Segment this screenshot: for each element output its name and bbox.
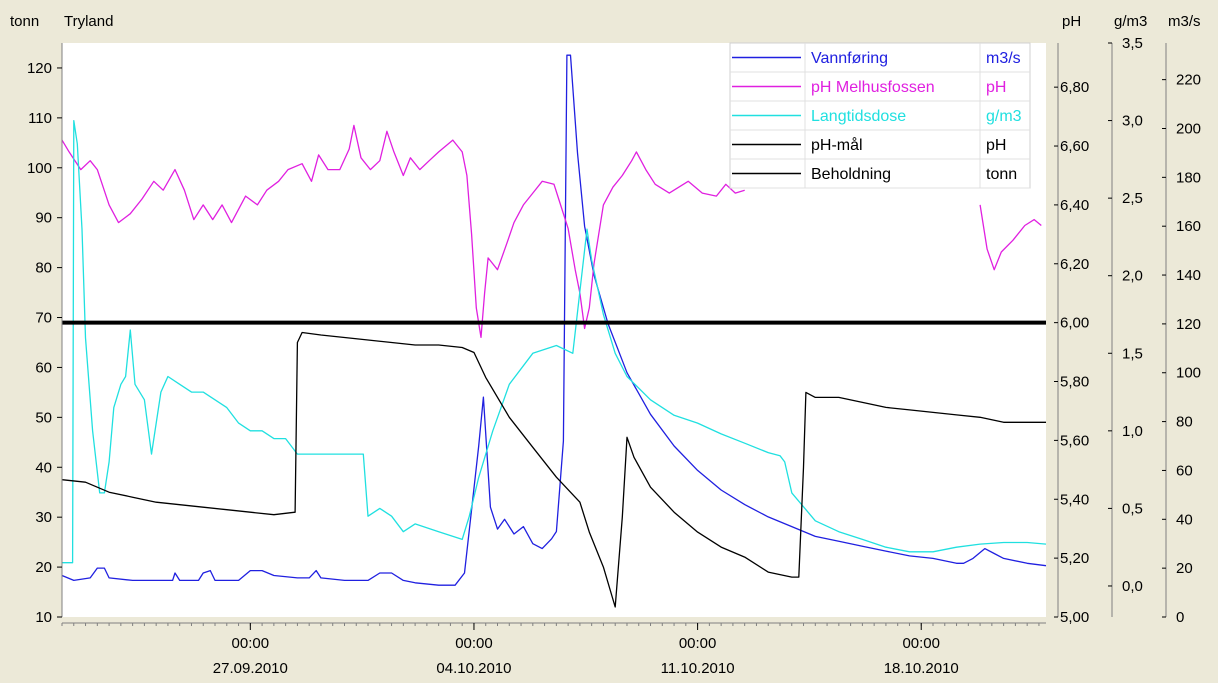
m3s-tick-label: 20 [1176,560,1193,577]
m3s-tick-label: 160 [1176,218,1201,235]
ph-tick-label: 5,60 [1060,432,1089,449]
ph-tick-label: 5,40 [1060,491,1089,508]
gm3-tick-label: 2,5 [1122,190,1143,207]
x-tick-date: 27.09.2010 [213,660,288,677]
ph-tick-label: 5,80 [1060,374,1089,391]
left-tick-label: 10 [35,609,52,626]
m3s-tick-label: 140 [1176,267,1201,284]
series-line-ph-melhusfossen [61,124,745,339]
m3s-tick-label: 80 [1176,414,1193,431]
legend-label: Beholdning [811,166,891,183]
left-tick-label: 80 [35,260,52,277]
ph-tick-label: 6,80 [1060,79,1089,96]
ph-tick-label: 6,40 [1060,197,1089,214]
left-tick-label: 120 [27,60,52,77]
chart-title: Tryland [64,13,113,30]
m3s-tick-label: 180 [1176,169,1201,186]
left-tick-label: 90 [35,210,52,227]
x-tick-time: 00:00 [679,635,717,652]
legend-label: pH-mål [811,136,863,154]
gm3-tick-label: 1,0 [1122,423,1143,440]
m3s-tick-label: 220 [1176,72,1201,89]
axes: 10 20 30 40 50 60 70 80 90 100 110 120 5,00 5,20 5,40 5… [27,35,1201,677]
ph-axis-unit: pH [1062,13,1081,30]
left-tick-label: 20 [35,559,52,576]
legend-label: Langtidsdose [811,108,906,125]
series-line-langtidsdose [62,119,1047,564]
m3s-tick-label: 40 [1176,511,1193,528]
gm3-tick-label: 0,0 [1122,578,1143,595]
left-tick-label: 50 [35,409,52,426]
gm3-tick-label: 0,5 [1122,500,1143,517]
legend: Vannføring m3/s pH Melhusfossen pH Langtidsd… [729,42,1031,189]
plot-clip-group [61,54,1047,608]
gm3-tick-label: 3,0 [1122,113,1143,130]
gm3-tick-label: 2,0 [1122,268,1143,285]
left-tick-label: 110 [28,110,52,127]
ph-tick-label: 6,00 [1060,315,1089,332]
gm3-tick-label: 3,5 [1122,35,1143,52]
series-line-beholdning [61,331,1046,608]
series-line-ph-melhusfossen [979,204,1042,271]
legend-unit: pH [986,137,1006,154]
legend-unit: m3/s [986,50,1021,67]
ph-tick-label: 5,20 [1060,550,1089,567]
legend-unit: g/m3 [986,108,1022,125]
x-tick-time: 00:00 [902,635,940,652]
m3s-tick-label: 200 [1176,120,1201,137]
left-tick-label: 40 [35,459,52,476]
left-tick-label: 30 [35,509,52,526]
ph-tick-label: 5,00 [1060,609,1089,626]
m3s-axis-unit: m3/s [1168,13,1201,30]
x-tick-date: 11.10.2010 [661,660,735,677]
legend-unit: tonn [986,166,1017,183]
legend-label: Vannføring [811,50,888,67]
m3s-tick-label: 100 [1176,365,1201,382]
gm3-axis-unit: g/m3 [1114,13,1147,30]
x-tick-time: 00:00 [455,635,493,652]
x-tick-time: 00:00 [232,635,270,652]
x-tick-date: 18.10.2010 [884,660,959,677]
ph-tick-label: 6,20 [1060,256,1089,273]
m3s-tick-label: 0 [1176,609,1184,626]
left-tick-label: 70 [35,310,52,327]
legend-unit: pH [986,79,1006,96]
series-line-vannf-ring [61,54,1047,586]
m3s-tick-label: 60 [1176,462,1193,479]
left-tick-label: 100 [27,160,52,177]
left-axis-unit: tonn [10,13,39,30]
x-tick-date: 04.10.2010 [436,660,511,677]
left-tick-label: 60 [35,359,52,376]
m3s-tick-label: 120 [1176,316,1201,333]
ph-tick-label: 6,60 [1060,138,1089,155]
legend-label: pH Melhusfossen [811,79,935,96]
gm3-tick-label: 1,5 [1122,345,1143,362]
